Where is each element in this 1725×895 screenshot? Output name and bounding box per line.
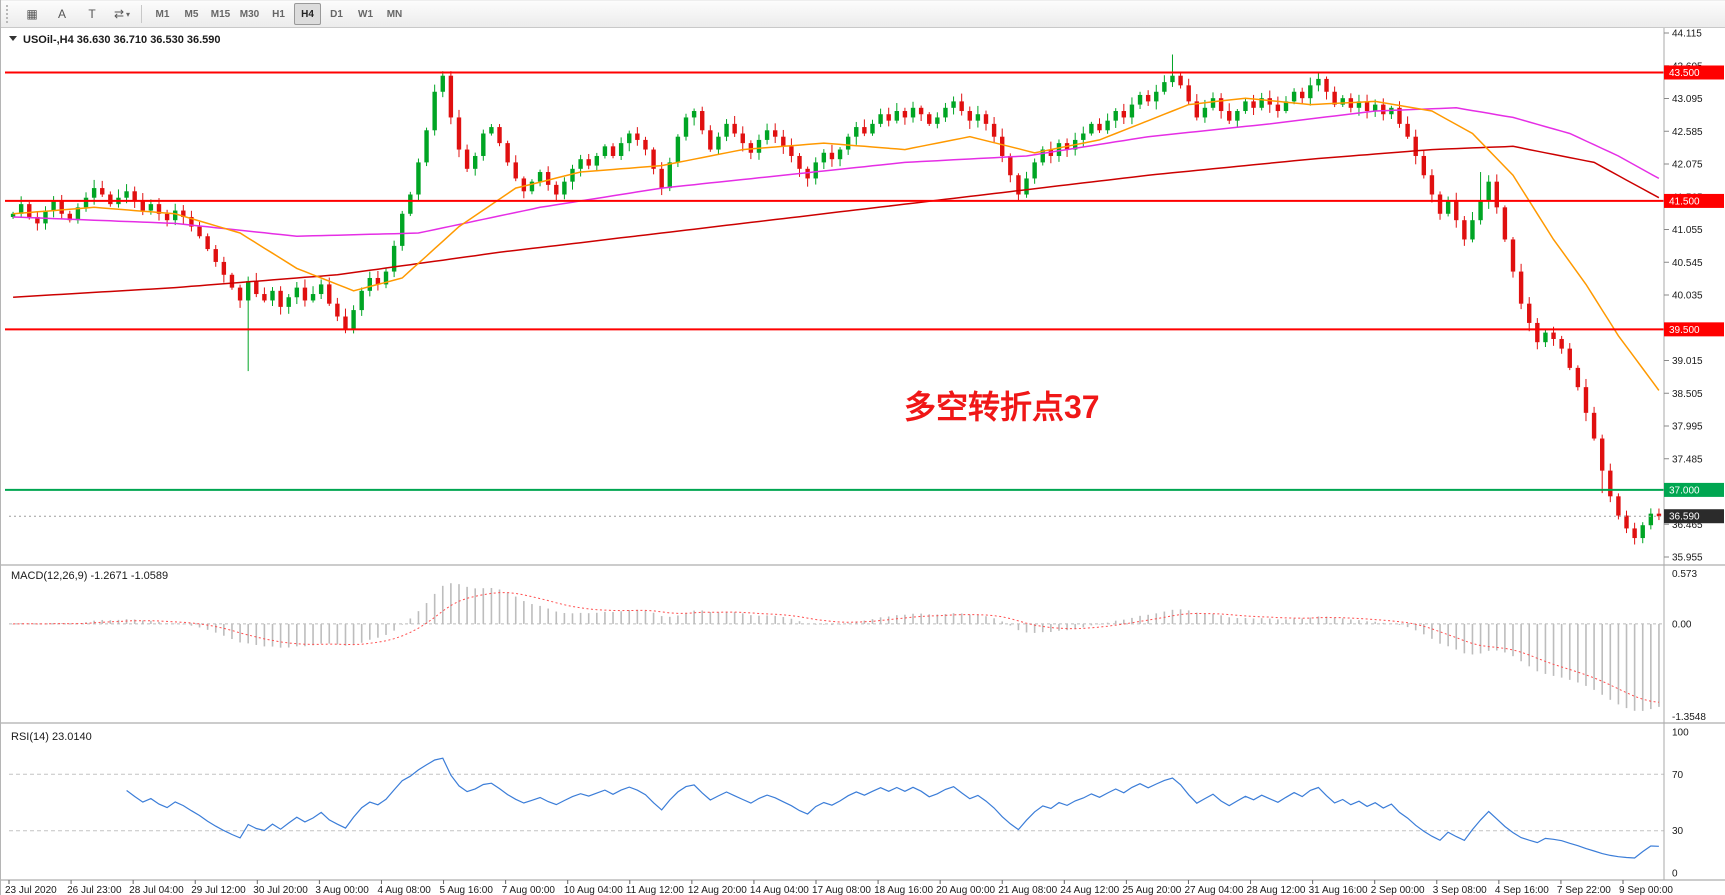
time-tick-label: 30 Jul 20:00 <box>253 885 308 895</box>
price-tick-label: 43.095 <box>1672 94 1703 105</box>
rsi-scale-label: 30 <box>1672 826 1684 837</box>
timeframe-m15-button[interactable]: M15 <box>210 8 231 20</box>
timeframe-m1-button[interactable]: M1 <box>155 8 170 20</box>
toolbar-separator <box>141 5 142 23</box>
charts-grid-icon: ▦ <box>26 7 38 21</box>
rsi-label: RSI(14) 23.0140 <box>11 731 92 743</box>
price-tick-label: 44.115 <box>1672 29 1702 40</box>
time-tick-label: 18 Aug 16:00 <box>874 885 933 895</box>
macd-histogram <box>12 583 1660 711</box>
ma-fast-orange[interactable] <box>13 97 1660 391</box>
time-tick-label: 3 Aug 00:00 <box>315 885 369 895</box>
hline-price-label: 37.000 <box>1669 485 1700 496</box>
price-tick-label: 42.075 <box>1672 160 1703 171</box>
time-tick-label: 28 Aug 12:00 <box>1247 885 1306 895</box>
ma-slow-red[interactable] <box>13 145 1660 298</box>
hline-price-label: 41.500 <box>1669 196 1700 207</box>
time-tick-label: 10 Aug 04:00 <box>564 885 623 895</box>
price-tick-label: 35.955 <box>1672 553 1703 564</box>
time-tick-label: 17 Aug 08:00 <box>812 885 871 895</box>
charts-grid-button[interactable]: ▦ <box>18 3 46 25</box>
hline-price-box <box>1664 482 1724 497</box>
macd-scale-top: 0.573 <box>1672 569 1697 580</box>
annotation-a-button[interactable]: A <box>48 3 76 25</box>
chart-title: USOil-,H4 36.630 36.710 36.530 36.590 <box>23 34 221 46</box>
timeframe-h4-button[interactable]: H4 <box>294 3 321 25</box>
time-tick-label: 25 Aug 20:00 <box>1122 885 1181 895</box>
one-click-trading-icon[interactable] <box>9 36 17 41</box>
time-tick-label: 2 Sep 00:00 <box>1371 885 1425 895</box>
chart-window: 23 Jul 2020 26 Jul 23:00 28 Jul 04:00 29 Ju… <box>1 28 1725 895</box>
price-tick-label: 37.485 <box>1672 454 1703 465</box>
timeframe-mn-button[interactable]: MN <box>386 8 403 20</box>
time-tick-label: 23 Jul 2020 <box>5 885 57 895</box>
time-axis[interactable]: 23 Jul 2020 26 Jul 23:00 28 Jul 04:00 29 Ju… <box>1 879 1725 895</box>
price-tick-label: 40.545 <box>1672 258 1703 269</box>
time-tick-label: 14 Aug 04:00 <box>750 885 809 895</box>
toolbar-grip[interactable] <box>6 5 12 23</box>
rsi-scale-label: 0 <box>1672 869 1678 880</box>
price-tick-label: 42.585 <box>1672 127 1703 138</box>
time-tick-label: 4 Aug 08:00 <box>377 885 431 895</box>
annotation-a-icon: A <box>57 7 66 21</box>
timeframe-w1-button[interactable]: W1 <box>358 8 373 20</box>
macd-label: MACD(12,26,9) -1.2671 -1.0589 <box>11 570 168 582</box>
main-chart-panel[interactable] <box>1 54 1725 566</box>
time-tick-label: 3 Sep 08:00 <box>1433 885 1487 895</box>
ma-mid-magenta[interactable] <box>13 107 1660 237</box>
macd-scale-zero: 0.00 <box>1672 619 1692 630</box>
hline-price-label: 39.500 <box>1669 325 1700 336</box>
time-tick-label: 29 Jul 12:00 <box>191 885 246 895</box>
timeframe-h1-button[interactable]: H1 <box>272 8 285 20</box>
text-tool-button[interactable]: T <box>78 3 106 25</box>
time-tick-label: 28 Jul 04:00 <box>129 885 184 895</box>
rsi-line <box>126 757 1659 859</box>
macd-scale-bottom: -1.3548 <box>1672 712 1706 723</box>
price-tick-label: 36.465 <box>1672 520 1703 531</box>
current-price-label: 36.590 <box>1669 512 1700 523</box>
timeframe-m5-button[interactable]: M5 <box>184 8 199 20</box>
chart-svg[interactable]: 23 Jul 2020 26 Jul 23:00 28 Jul 04:00 29 Ju… <box>1 28 1725 895</box>
rsi-panel[interactable] <box>9 757 1664 859</box>
toolbar: ▦ A T ⇄ ▾ M1 M5 M15 M30 H1 H4 D1 W1 MN <box>1 0 1725 28</box>
rsi-scale-label: 70 <box>1672 770 1684 781</box>
time-tick-label: 9 Sep 00:00 <box>1619 885 1673 895</box>
rsi-scale-label: 100 <box>1672 728 1689 739</box>
timeframe-buttons: M1 M5 M15 M30 H1 H4 D1 W1 MN <box>148 3 409 25</box>
price-tick-label: 40.035 <box>1672 291 1703 302</box>
price-tick-label: 38.505 <box>1672 389 1703 400</box>
macd-signal-line <box>13 592 1659 703</box>
timeframe-d1-button[interactable]: D1 <box>330 8 343 20</box>
cursor-tool-icon: ⇄ <box>113 7 125 21</box>
hline-price-box <box>1664 193 1724 208</box>
price-tick-label: 37.995 <box>1672 422 1703 433</box>
time-tick-label: 27 Aug 04:00 <box>1184 885 1243 895</box>
time-tick-label: 12 Aug 20:00 <box>688 885 747 895</box>
time-tick-label: 7 Aug 00:00 <box>502 885 556 895</box>
price-scale[interactable]: 44.11543.60543.09542.58542.07541.56541.0… <box>1663 28 1724 880</box>
text-tool-icon: T <box>88 7 96 21</box>
price-tick-label: 41.055 <box>1672 225 1703 236</box>
time-tick-label: 4 Sep 16:00 <box>1495 885 1549 895</box>
time-tick-label: 20 Aug 00:00 <box>936 885 995 895</box>
time-tick-label: 24 Aug 12:00 <box>1060 885 1119 895</box>
dropdown-caret-icon: ▾ <box>126 9 131 19</box>
time-tick-label: 21 Aug 08:00 <box>998 885 1057 895</box>
hline-price-label: 43.500 <box>1669 68 1700 79</box>
hline-price-box <box>1664 322 1724 337</box>
time-tick-label: 31 Aug 16:00 <box>1309 885 1368 895</box>
current-price-box <box>1664 509 1724 524</box>
time-tick-label: 5 Aug 16:00 <box>440 885 494 895</box>
cursor-tool-button[interactable]: ⇄ ▾ <box>108 3 136 25</box>
toolbar-icon-buttons: ▦ A T ⇄ ▾ <box>17 3 137 25</box>
timeframe-m30-button[interactable]: M30 <box>239 8 260 20</box>
macd-panel[interactable] <box>1 583 1725 724</box>
price-tick-label: 39.015 <box>1672 356 1703 367</box>
time-tick-label: 11 Aug 12:00 <box>626 885 685 895</box>
time-tick-label: 26 Jul 23:00 <box>67 885 122 895</box>
hline-price-box <box>1664 65 1724 80</box>
time-tick-label: 7 Sep 22:00 <box>1557 885 1611 895</box>
annotation-text[interactable]: 多空转折点37 <box>904 389 1100 425</box>
candlestick-series <box>10 54 1662 545</box>
